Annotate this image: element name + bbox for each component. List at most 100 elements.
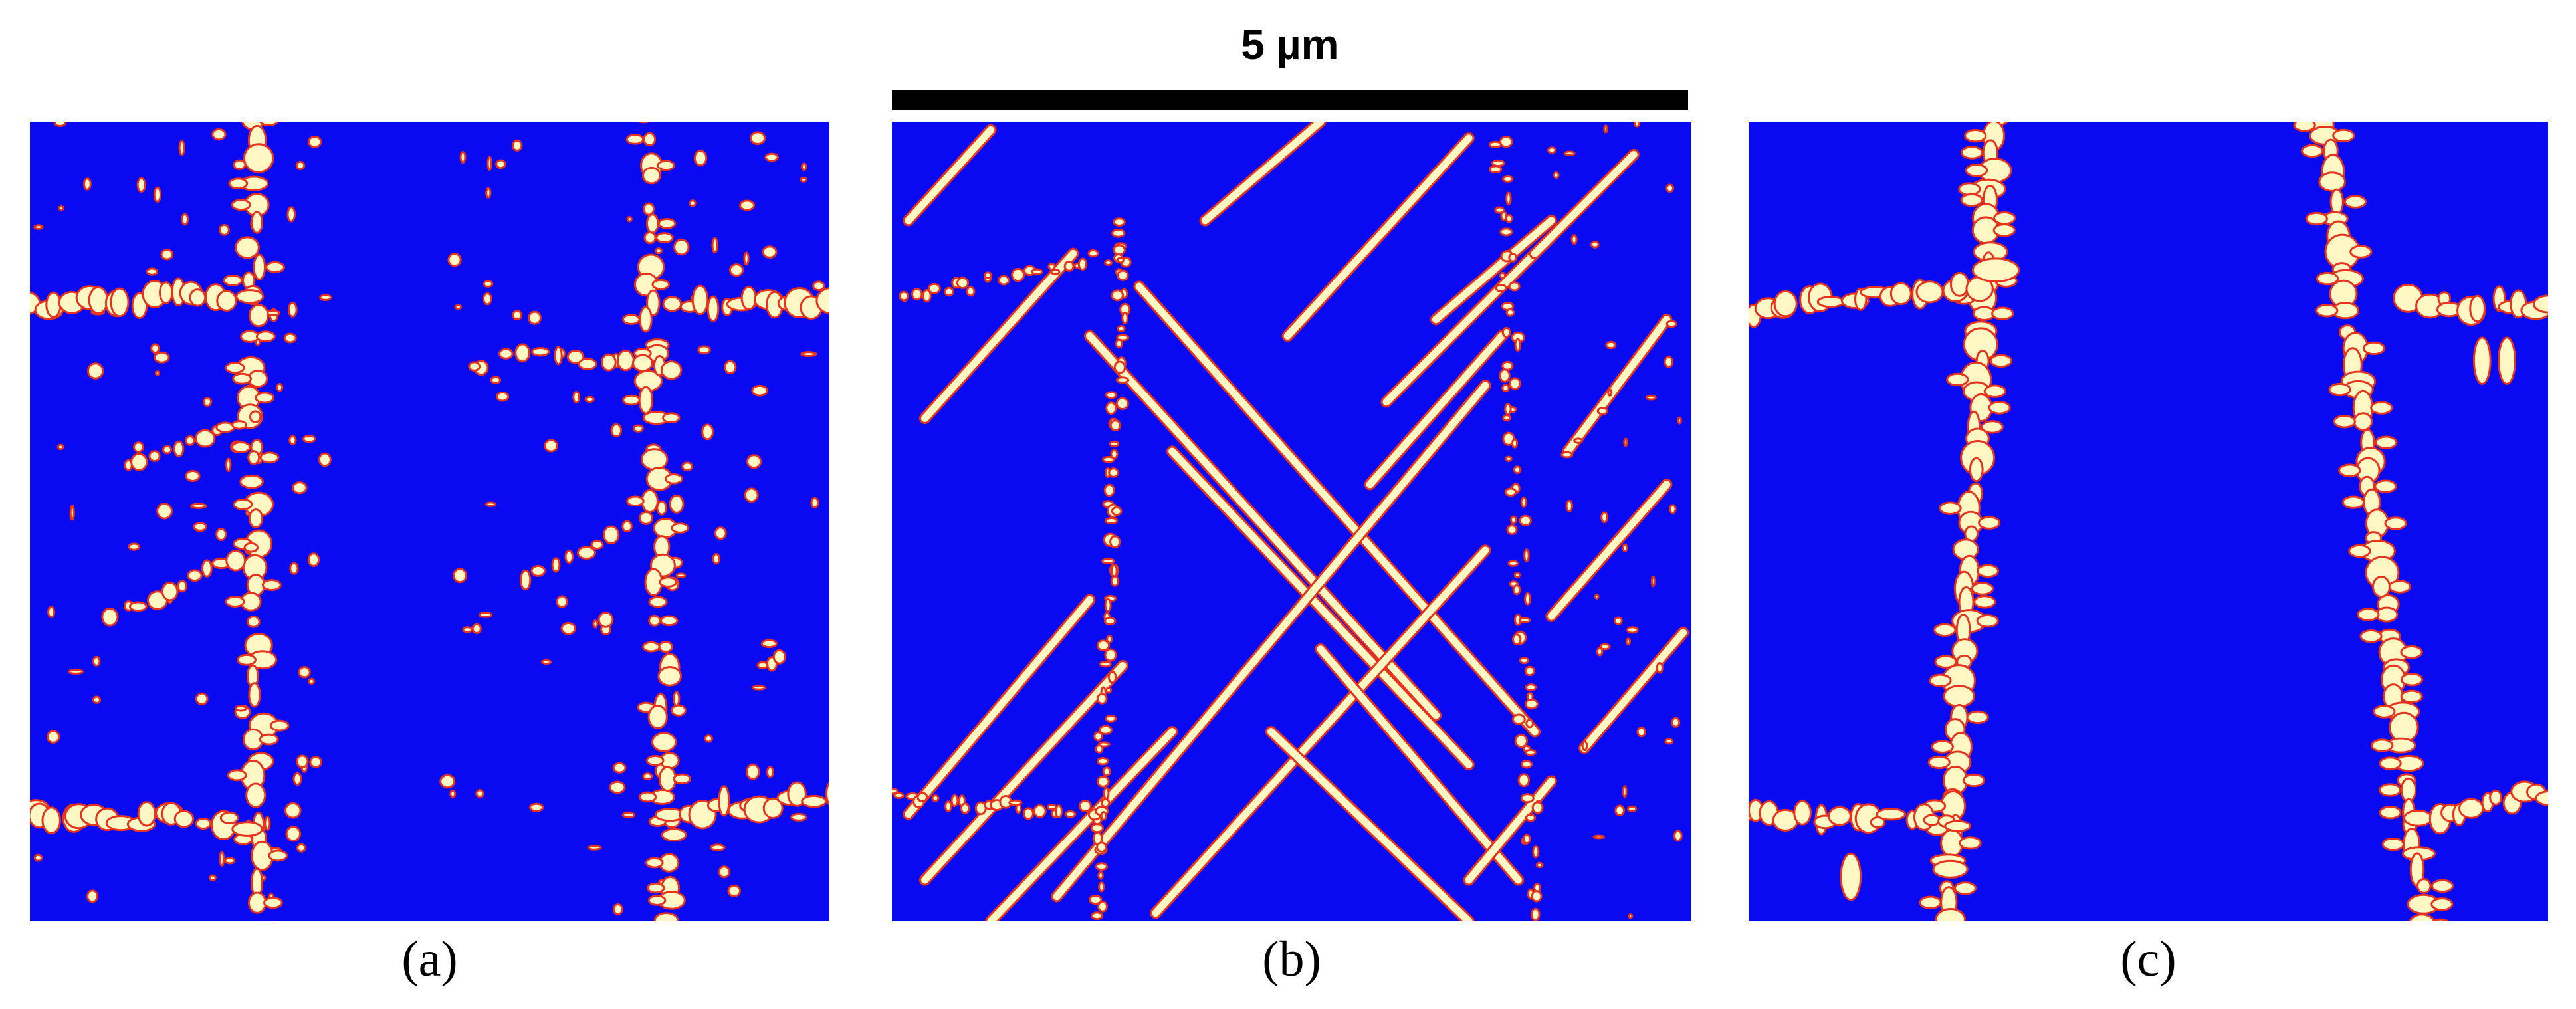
- precipitate: [490, 376, 502, 384]
- precipitate: [578, 358, 597, 370]
- panel-c-image: [1749, 122, 2548, 921]
- precipitate: [2359, 629, 2383, 643]
- precipitate: [259, 451, 280, 464]
- precipitate: [1097, 775, 1110, 788]
- precipitate: [1943, 685, 1975, 708]
- precipitate: [746, 454, 762, 469]
- precipitate: [1600, 511, 1609, 524]
- precipitate: [1939, 501, 1962, 515]
- precipitate: [454, 304, 463, 310]
- precipitate: [1011, 267, 1025, 282]
- precipitate: [247, 891, 267, 914]
- precipitate: [284, 802, 302, 819]
- precipitate: [225, 362, 245, 374]
- precipitate: [225, 457, 232, 473]
- precipitate: [669, 494, 685, 514]
- precipitate: [512, 139, 523, 152]
- precipitate: [530, 565, 546, 577]
- precipitate: [2400, 777, 2417, 803]
- precipitate: [892, 787, 899, 795]
- precipitate: [92, 655, 101, 667]
- precipitate: [626, 215, 633, 223]
- precipitate: [195, 429, 216, 448]
- precipitate: [1981, 420, 2004, 434]
- precipitate: [657, 218, 677, 229]
- precipitate: [1098, 881, 1105, 893]
- precipitate: [960, 802, 970, 814]
- precipitate: [235, 289, 265, 304]
- precipitate: [2400, 689, 2423, 704]
- precipitate: [285, 826, 302, 842]
- precipitate: [219, 223, 230, 236]
- precipitate: [1636, 727, 1646, 738]
- precipitate: [1518, 617, 1531, 623]
- precipitate: [2430, 897, 2454, 911]
- precipitate: [1650, 575, 1656, 588]
- precipitate: [639, 306, 653, 333]
- precipitate: [622, 314, 641, 325]
- precipitate: [1532, 845, 1540, 859]
- precipitate: [439, 774, 456, 789]
- precipitate: [2403, 809, 2433, 827]
- precipitate: [1923, 814, 1941, 826]
- precipitate: [1101, 558, 1115, 564]
- precipitate: [750, 131, 766, 146]
- precipitate: [1965, 164, 1988, 177]
- precipitate: [2535, 790, 2548, 806]
- precipitate: [1773, 290, 1798, 318]
- needle: [1152, 546, 1489, 917]
- precipitate: [1563, 150, 1576, 156]
- precipitate: [651, 732, 677, 752]
- precipitate: [1506, 524, 1518, 535]
- precipitate: [1117, 269, 1129, 281]
- precipitate: [259, 122, 279, 127]
- precipitate: [626, 495, 645, 507]
- precipitate: [927, 282, 941, 294]
- precipitate: [232, 372, 252, 385]
- precipitate: [1523, 834, 1531, 845]
- precipitate: [82, 177, 92, 191]
- precipitate: [647, 895, 667, 906]
- precipitate: [296, 843, 306, 853]
- precipitate: [718, 865, 730, 879]
- precipitate: [1502, 414, 1511, 422]
- precipitate: [219, 851, 225, 867]
- needle: [1317, 645, 1523, 884]
- precipitate: [1525, 683, 1537, 691]
- scale-bar-label: 5 µm: [1241, 21, 1339, 68]
- precipitate: [215, 421, 235, 433]
- precipitate: [643, 202, 655, 216]
- precipitate: [1523, 548, 1530, 562]
- precipitate: [1962, 773, 1986, 788]
- precipitate: [1509, 515, 1517, 524]
- precipitate: [655, 232, 674, 243]
- precipitate: [243, 542, 259, 553]
- precipitate: [751, 384, 768, 397]
- precipitate: [1603, 124, 1608, 134]
- precipitate: [153, 186, 162, 203]
- precipitate: [2430, 918, 2450, 921]
- precipitate: [283, 332, 297, 344]
- precipitate: [211, 128, 227, 141]
- precipitate: [728, 263, 744, 277]
- precipitate: [248, 508, 264, 529]
- precipitate: [2373, 705, 2396, 719]
- precipitate: [471, 623, 482, 635]
- precipitate: [638, 386, 653, 415]
- precipitate: [646, 882, 665, 894]
- scale-bar: [892, 90, 1688, 110]
- precipitate: [1645, 394, 1657, 401]
- precipitate: [292, 481, 308, 495]
- precipitate: [319, 294, 332, 302]
- precipitate: [1109, 440, 1120, 447]
- precipitate: [1096, 693, 1108, 705]
- precipitate: [1504, 487, 1517, 497]
- precipitate: [1988, 401, 2011, 415]
- precipitate: [1596, 407, 1608, 415]
- precipitate: [1088, 894, 1103, 905]
- precipitate: [540, 659, 552, 665]
- precipitate: [739, 199, 756, 211]
- precipitate: [1520, 497, 1527, 508]
- precipitate: [1098, 725, 1113, 735]
- precipitate: [514, 343, 531, 363]
